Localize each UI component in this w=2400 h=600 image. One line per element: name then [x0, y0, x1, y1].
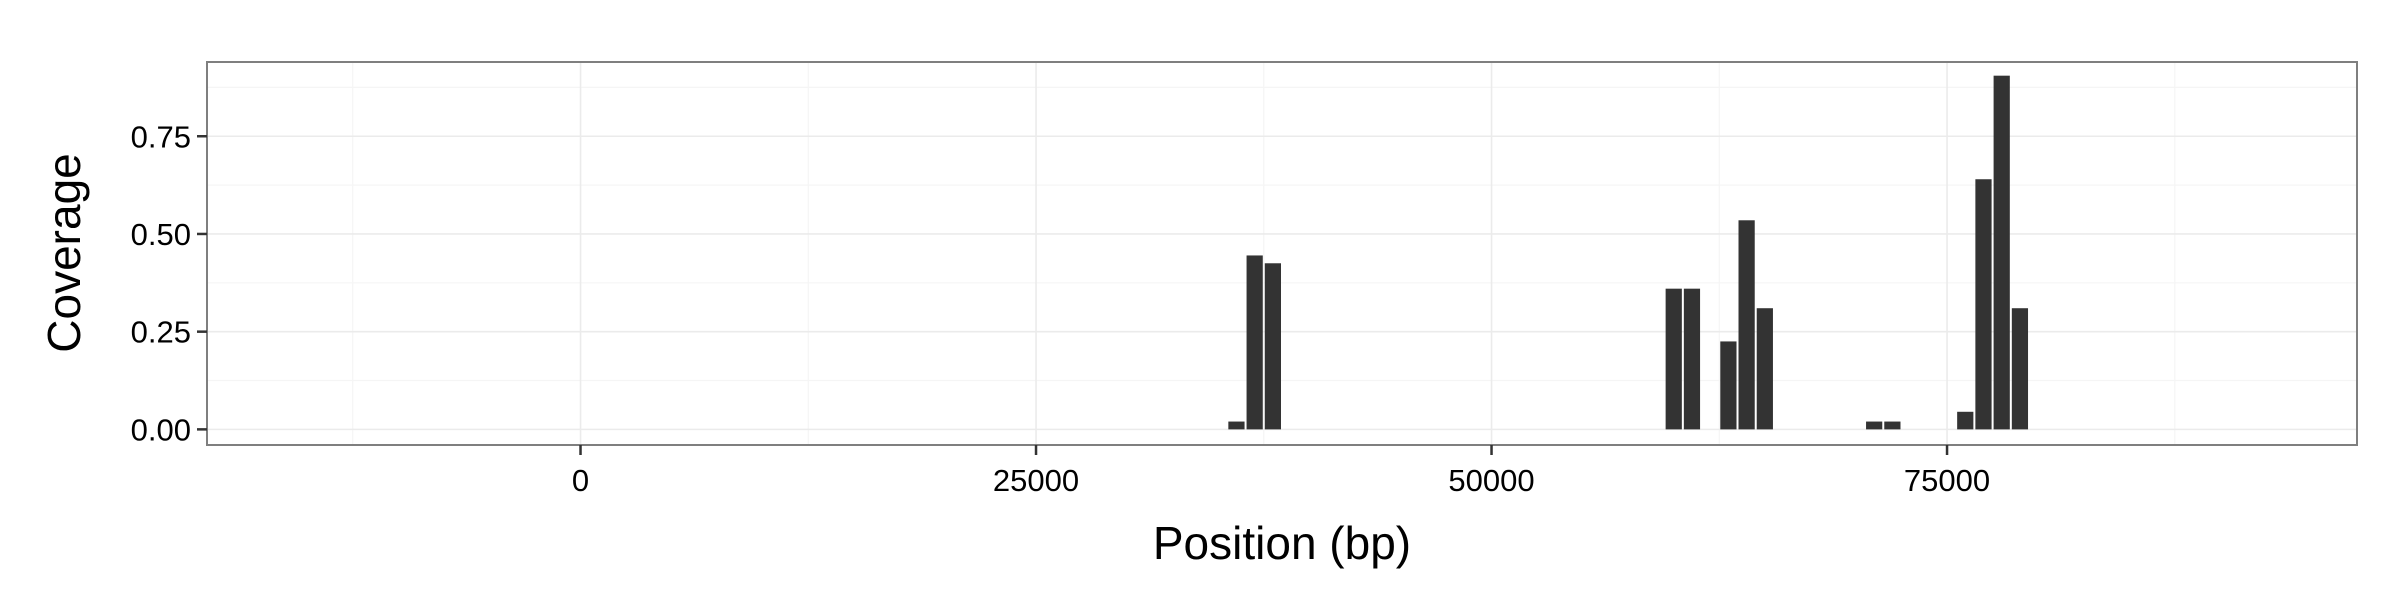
bar	[1738, 220, 1755, 430]
bar	[1665, 288, 1682, 430]
bars	[1228, 75, 2029, 430]
y-tick-label: 0.25	[131, 315, 191, 350]
y-tick-label: 0.75	[131, 119, 191, 154]
bar	[1683, 288, 1701, 430]
bar	[2011, 308, 2029, 430]
bar	[1720, 341, 1737, 430]
bar	[1228, 421, 1245, 430]
bar	[1884, 421, 1901, 430]
bar	[1993, 75, 2010, 430]
plot-panel	[207, 62, 2357, 445]
x-axis: 0 25000 50000 75000	[572, 445, 1990, 498]
y-tick-label: 0.50	[131, 217, 191, 252]
x-tick-label: 25000	[993, 463, 1079, 498]
bar	[1957, 411, 1974, 430]
y-tick-label: 0.00	[131, 412, 191, 447]
bar	[1264, 263, 1281, 430]
bar	[1246, 255, 1263, 430]
bar	[1756, 308, 1773, 430]
x-tick-label: 50000	[1448, 463, 1534, 498]
x-axis-title: Position (bp)	[1153, 517, 1411, 569]
x-tick-label: 0	[572, 463, 589, 498]
panel-border	[206, 61, 2358, 446]
bar	[1975, 179, 1992, 430]
bar	[1866, 421, 1883, 430]
x-tick-label: 75000	[1904, 463, 1990, 498]
y-axis: 0.00 0.25 0.50 0.75	[131, 119, 207, 447]
y-axis-title: Coverage	[38, 153, 90, 352]
